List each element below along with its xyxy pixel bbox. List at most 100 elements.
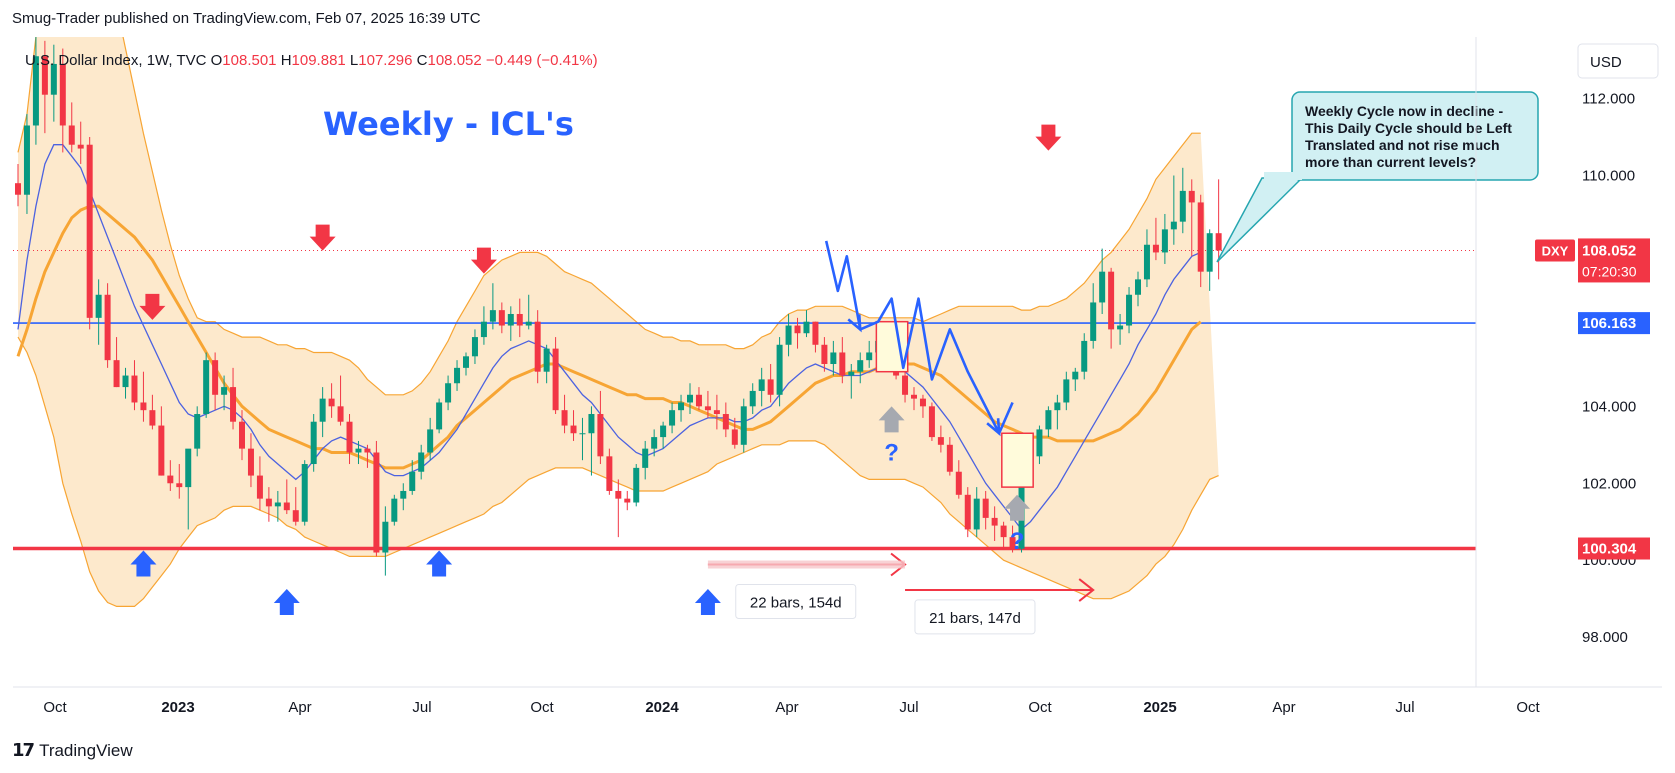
candle <box>543 344 550 384</box>
time-label: Apr <box>288 699 311 716</box>
candle-body <box>355 448 362 453</box>
price-tick: 104.000 <box>1582 398 1636 415</box>
candle-body <box>642 448 649 468</box>
tradingview-logo[interactable]: 𝟭𝟳 TradingView <box>12 740 133 761</box>
candle <box>919 394 926 418</box>
candle <box>319 387 326 438</box>
candle <box>1126 287 1133 334</box>
chart-heading: Weekly - ICL's <box>323 105 574 143</box>
ohlc-legend: U.S. Dollar Index, 1W, TVC O108.501 H109… <box>25 52 598 69</box>
price-tick: 112.000 <box>1582 91 1635 108</box>
candle-body <box>1126 294 1133 326</box>
candle <box>95 279 102 345</box>
candle <box>355 440 362 465</box>
time-label: Oct <box>1028 699 1052 716</box>
axes: USD112.000110.000104.000102.000100.00098… <box>13 37 1662 716</box>
candle-body <box>651 437 658 449</box>
candle <box>221 375 228 411</box>
candle <box>1143 229 1150 288</box>
candle-body <box>561 410 568 426</box>
candle <box>480 306 487 345</box>
candle <box>1108 267 1115 349</box>
candle <box>1215 179 1222 280</box>
candle <box>373 440 380 557</box>
candle-body <box>731 429 738 445</box>
candle-body <box>597 414 604 457</box>
candle-body <box>1135 279 1141 295</box>
candle <box>328 383 335 418</box>
candle <box>722 402 729 438</box>
candle-body <box>15 183 21 195</box>
candle <box>1170 175 1177 245</box>
candle-body <box>104 294 111 361</box>
time-label: 2025 <box>1143 699 1176 716</box>
time-label: Oct <box>1516 699 1540 716</box>
candle-body <box>310 421 317 465</box>
candle-body <box>1099 271 1106 303</box>
candle <box>131 360 138 411</box>
candle <box>642 440 649 480</box>
candle-body <box>588 414 595 434</box>
candle-body <box>821 344 828 365</box>
candle-body <box>1081 340 1088 372</box>
candle <box>552 337 559 415</box>
candle <box>570 410 577 441</box>
candle-body <box>498 310 505 326</box>
candle-body <box>454 367 461 384</box>
price-tick: 98.000 <box>1582 629 1628 646</box>
candle-body <box>418 452 425 472</box>
candle <box>1054 394 1061 430</box>
candle-body <box>283 502 290 511</box>
candle-body <box>570 425 577 434</box>
candle <box>507 306 514 341</box>
symbol-badge-text: DXY <box>1542 243 1569 258</box>
projection-arrowhead-2 <box>986 418 1001 437</box>
candle-body <box>543 348 550 372</box>
candle-body <box>749 390 756 407</box>
time-label: Apr <box>775 699 798 716</box>
candle <box>436 398 443 434</box>
candle <box>15 163 21 207</box>
candle <box>50 44 57 122</box>
candle <box>1117 313 1124 345</box>
candle-body <box>1152 244 1159 253</box>
range-label-2: 21 bars, 147d <box>929 610 1021 627</box>
candle-body <box>328 398 335 407</box>
candle <box>1081 333 1088 380</box>
candle-body <box>695 394 702 407</box>
candle <box>973 487 980 538</box>
candle-body <box>803 321 810 334</box>
projected-low-arrow-1 <box>878 406 905 433</box>
projection-path <box>824 240 1014 435</box>
candle <box>785 313 792 357</box>
candle-body <box>436 402 443 430</box>
candle-body <box>830 352 837 365</box>
candle-body <box>86 144 93 318</box>
candle-body <box>230 387 237 422</box>
candle-body <box>445 383 452 403</box>
time-label: 2023 <box>161 699 194 716</box>
candle <box>104 283 111 368</box>
time-label: Oct <box>43 699 67 716</box>
candle <box>615 479 622 538</box>
candle-body <box>221 387 228 395</box>
candle-body <box>59 63 66 126</box>
candle-body <box>1108 271 1115 330</box>
question-mark-2: ? <box>1010 528 1025 555</box>
candle <box>955 460 962 499</box>
time-label: 2024 <box>645 699 679 716</box>
candle-body <box>427 429 434 453</box>
plot-area[interactable] <box>13 0 1476 641</box>
candle <box>454 360 461 391</box>
candle <box>633 464 640 507</box>
candle-body <box>767 379 774 395</box>
tradingview-mark-icon: 𝟭𝟳 <box>12 740 35 760</box>
candle <box>928 402 935 441</box>
candle <box>803 310 810 338</box>
candle <box>409 460 416 495</box>
candle <box>400 483 407 511</box>
candle-body <box>507 313 514 326</box>
candle-body <box>615 490 622 499</box>
cycle-low-arrow-1 <box>130 550 157 577</box>
